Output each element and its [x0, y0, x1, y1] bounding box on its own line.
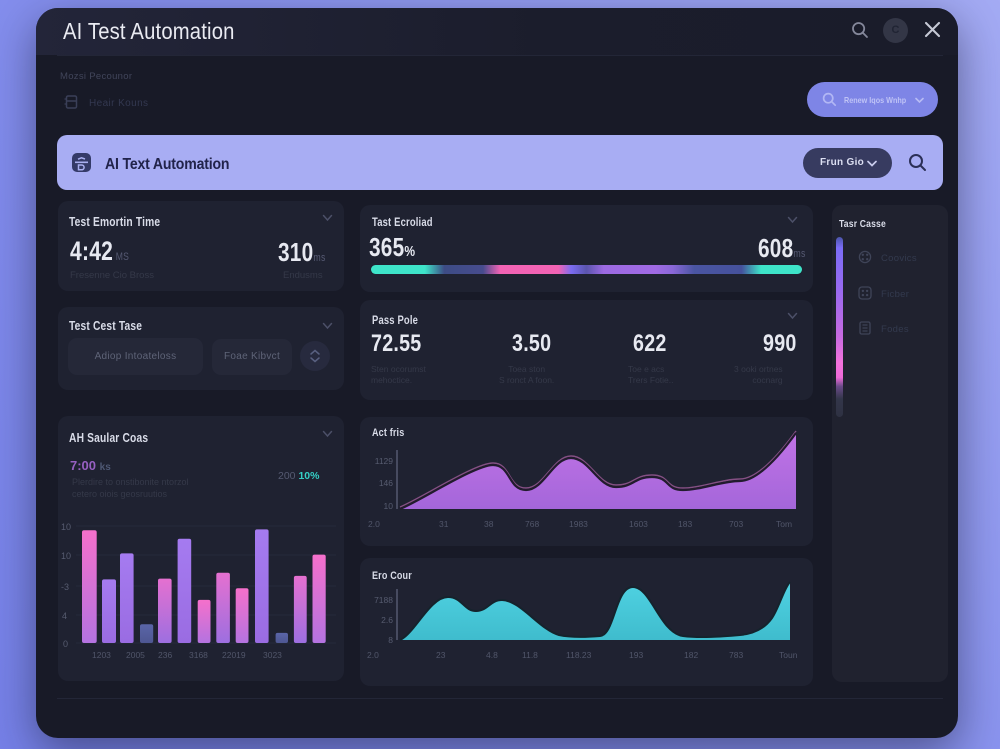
svg-text:118.23: 118.23	[566, 650, 592, 660]
svg-text:703: 703	[729, 519, 743, 529]
svg-text:4: 4	[62, 611, 67, 621]
svg-text:768: 768	[525, 519, 539, 529]
svg-text:783: 783	[729, 650, 743, 660]
svg-text:7188: 7188	[374, 595, 393, 605]
svg-text:193: 193	[629, 650, 643, 660]
svg-text:146: 146	[379, 478, 393, 488]
svg-text:10: 10	[384, 501, 394, 511]
svg-text:10: 10	[61, 551, 71, 561]
svg-text:1129: 1129	[375, 456, 394, 466]
svg-text:2005: 2005	[126, 650, 145, 660]
svg-text:38: 38	[484, 519, 494, 529]
svg-text:3023: 3023	[263, 650, 282, 660]
svg-text:23: 23	[436, 650, 446, 660]
svg-text:236: 236	[158, 650, 172, 660]
svg-text:183: 183	[678, 519, 692, 529]
svg-text:Tom: Tom	[776, 519, 792, 529]
svg-text:22019: 22019	[222, 650, 246, 660]
svg-text:11.8: 11.8	[522, 650, 538, 660]
svg-text:2.6: 2.6	[381, 615, 393, 625]
svg-text:31: 31	[439, 519, 449, 529]
svg-text:0: 0	[63, 639, 68, 649]
svg-text:Toun: Toun	[779, 650, 798, 660]
svg-text:1603: 1603	[629, 519, 648, 529]
svg-text:-3: -3	[61, 582, 69, 592]
svg-text:2.0: 2.0	[367, 650, 379, 660]
svg-text:2.0: 2.0	[368, 519, 380, 529]
svg-text:8: 8	[388, 635, 393, 645]
svg-text:4.8: 4.8	[486, 650, 498, 660]
svg-text:10: 10	[61, 522, 71, 532]
svg-text:1203: 1203	[92, 650, 111, 660]
svg-text:1983: 1983	[569, 519, 588, 529]
svg-text:3168: 3168	[189, 650, 208, 660]
svg-text:182: 182	[684, 650, 698, 660]
